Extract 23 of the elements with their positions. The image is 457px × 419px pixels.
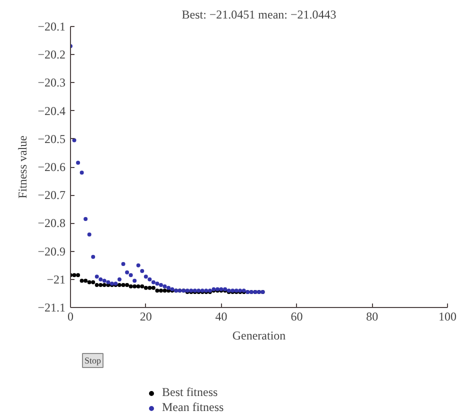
chart-title: Best: −21.0451 mean: −21.0443	[182, 8, 336, 22]
y-tick-label: −20.6	[38, 160, 66, 174]
y-axis-title: Fitness value	[16, 135, 30, 198]
y-tick-label: −21	[46, 272, 66, 286]
x-axis-title: Generation	[232, 328, 286, 342]
x-tick-label: 80	[366, 310, 378, 324]
legend-label: Mean fitness	[162, 400, 224, 415]
y-tick-label: −20.8	[38, 216, 66, 230]
legend-label: Best fitness	[162, 385, 218, 400]
x-tick-label: 0	[68, 310, 74, 324]
y-tick-label: −20.5	[38, 132, 66, 146]
x-tick-label: 60	[290, 310, 303, 324]
x-tick-label: 40	[215, 310, 228, 324]
y-tick-label: −20.9	[38, 244, 66, 258]
y-tick-label: −20.7	[38, 188, 66, 202]
x-tick-label: 100	[438, 310, 456, 324]
y-tick-label: −20.3	[38, 76, 66, 90]
y-tick-label: −20.1	[38, 20, 66, 34]
text: Stop	[84, 356, 102, 366]
y-tick-label: −21.1	[38, 300, 66, 314]
y-tick-label: −20.2	[38, 48, 66, 62]
x-tick-label: 20	[140, 310, 152, 324]
y-tick-label: −20.4	[38, 104, 66, 118]
